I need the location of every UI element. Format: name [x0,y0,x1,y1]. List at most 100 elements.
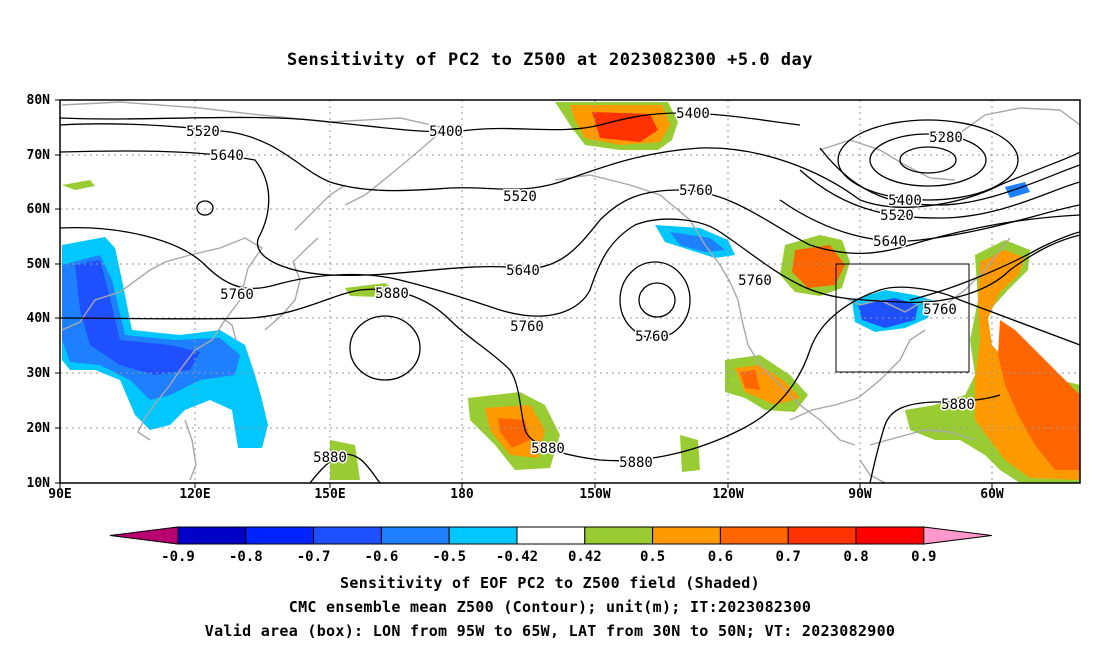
coastline-eastasia [61,237,264,441]
shade-positive-mexico-peak [740,370,760,390]
colorbar-swatch [245,526,315,545]
shade-negative-eastasia-core [75,260,200,375]
lon-label: 90E [48,487,71,502]
contour-5760-ne [909,231,1080,301]
contour-5400-north [60,112,801,133]
colorbar-swatch [516,526,586,545]
coastline-namerica-west [729,281,856,446]
contour-5760 [60,218,1080,317]
contour-5880-c [869,394,1001,483]
lon-label: 120W [712,487,743,502]
colorbar-label: 0.7 [776,549,801,565]
colorbar-label: 0.42 [568,549,602,565]
coastline-alaska [554,174,731,283]
lat-label: 40N [27,311,51,326]
axis-ticks [55,99,993,488]
contour-label: 5880 [375,286,409,302]
caption-line-3: Valid area (box): LON from 95W to 65W, L… [204,622,896,640]
lat-label: 70N [27,148,51,163]
contour-label: 5880 [313,450,347,466]
shade-positive-small [62,180,95,190]
contour-5280-low-outer [837,119,1019,201]
contour-label: 5760 [635,329,669,345]
contour-5520-ne [799,169,1080,219]
contour-label: 5880 [941,397,975,413]
shade-negative-aleutian-core [670,232,725,252]
shade-negative-greatlakes-core [858,298,918,328]
contour-5760-low-b [638,282,676,318]
contour-label: 5640 [506,263,540,279]
shaded-regions [62,102,1080,483]
contour-label: 5760 [679,183,713,199]
caption-line-1: Sensitivity of EOF PC2 to Z500 field (Sh… [340,574,760,592]
lat-label: 50N [27,257,51,272]
colorbar-swatch [448,526,518,545]
latitude-labels: 80N 70N 60N 50N 40N 30N 20N 10N [27,93,51,491]
lat-label: 30N [27,366,51,381]
lon-label: 180 [450,487,474,502]
lon-label: 60W [980,487,1004,502]
valid-area-box [835,263,970,373]
colorbar-triangle-high [923,526,992,545]
shade-positive-arctic-peak [592,112,658,142]
colorbar-swatch [380,526,450,545]
colorbar-swatch [584,526,654,545]
colorbar: -0.9 -0.8 -0.7 -0.6 -0.5 -0.42 0.42 0.5 0.6 0.7 0.… [109,526,992,565]
contour-label: 5880 [619,455,653,471]
colorbar-label: 0.9 [911,549,936,565]
coastline-gulf [789,329,926,421]
contour-label: 5760 [738,273,772,289]
coastline-korea [221,317,237,341]
colorbar-label: -0.42 [496,549,538,565]
lat-label: 60N [27,202,51,217]
colorbar-label: 0.5 [640,549,665,565]
contour-5640 [60,150,1080,277]
z500-contours [60,112,1080,483]
lon-label: 90W [848,487,872,502]
contour-label: 5400 [429,124,463,140]
lon-label: 150W [579,487,610,502]
colorbar-swatch [652,526,721,545]
contour-5880-a [60,286,1080,462]
contour-5280-low-inner [899,146,957,174]
colorbar-swatch [313,526,382,545]
coastline-siberia [61,101,447,206]
grid-lines [60,100,1080,483]
contour-label: 5520 [186,124,220,140]
colorbar-label: -0.6 [365,549,399,565]
shade-positive-atlantic-peak [998,320,1080,470]
colorbar-label: 0.6 [708,549,733,565]
contour-label: 5640 [873,234,907,250]
contour-5880-b [309,453,381,483]
chart-title: Sensitivity of PC2 to Z500 at 2023082300… [286,50,813,70]
caption-line-2: CMC ensemble mean Z500 (Contour); unit(m… [288,598,812,616]
coastline-japan [264,237,319,331]
contour-label: 5760 [220,287,254,303]
longitude-labels: 90E 120E 150E 180 150W 120W 90W 60W [48,487,1004,502]
contour-5280-low-mid [869,133,987,187]
coastline-kamchatka [294,184,346,231]
shade-negative-labrador [1005,182,1030,198]
lon-label: 150E [314,487,345,502]
colorbar-swatch [855,526,925,545]
coastline-caribbean [869,429,976,446]
colorbar-label: -0.7 [297,549,331,565]
colorbar-swatch [177,526,247,545]
contour-label: 5760 [510,319,544,335]
colorbar-triangle-low [109,526,179,545]
contour-label: 5280 [929,130,963,146]
contour-5400-ne [819,147,1080,206]
contour-label: 5760 [923,302,957,318]
coastline-namerica-interior [844,237,1011,313]
contour-label: 5520 [503,189,537,205]
contour-5640-ne [779,199,1080,242]
coastline-greenland [949,107,1080,141]
contour-label: 5640 [210,148,244,164]
lat-label: 10N [27,476,51,491]
colorbar-label: -0.8 [229,549,263,565]
colorbar-label: 0.8 [843,549,868,565]
shade-positive-centralna-core [792,245,845,288]
plot-frame [59,99,1081,484]
